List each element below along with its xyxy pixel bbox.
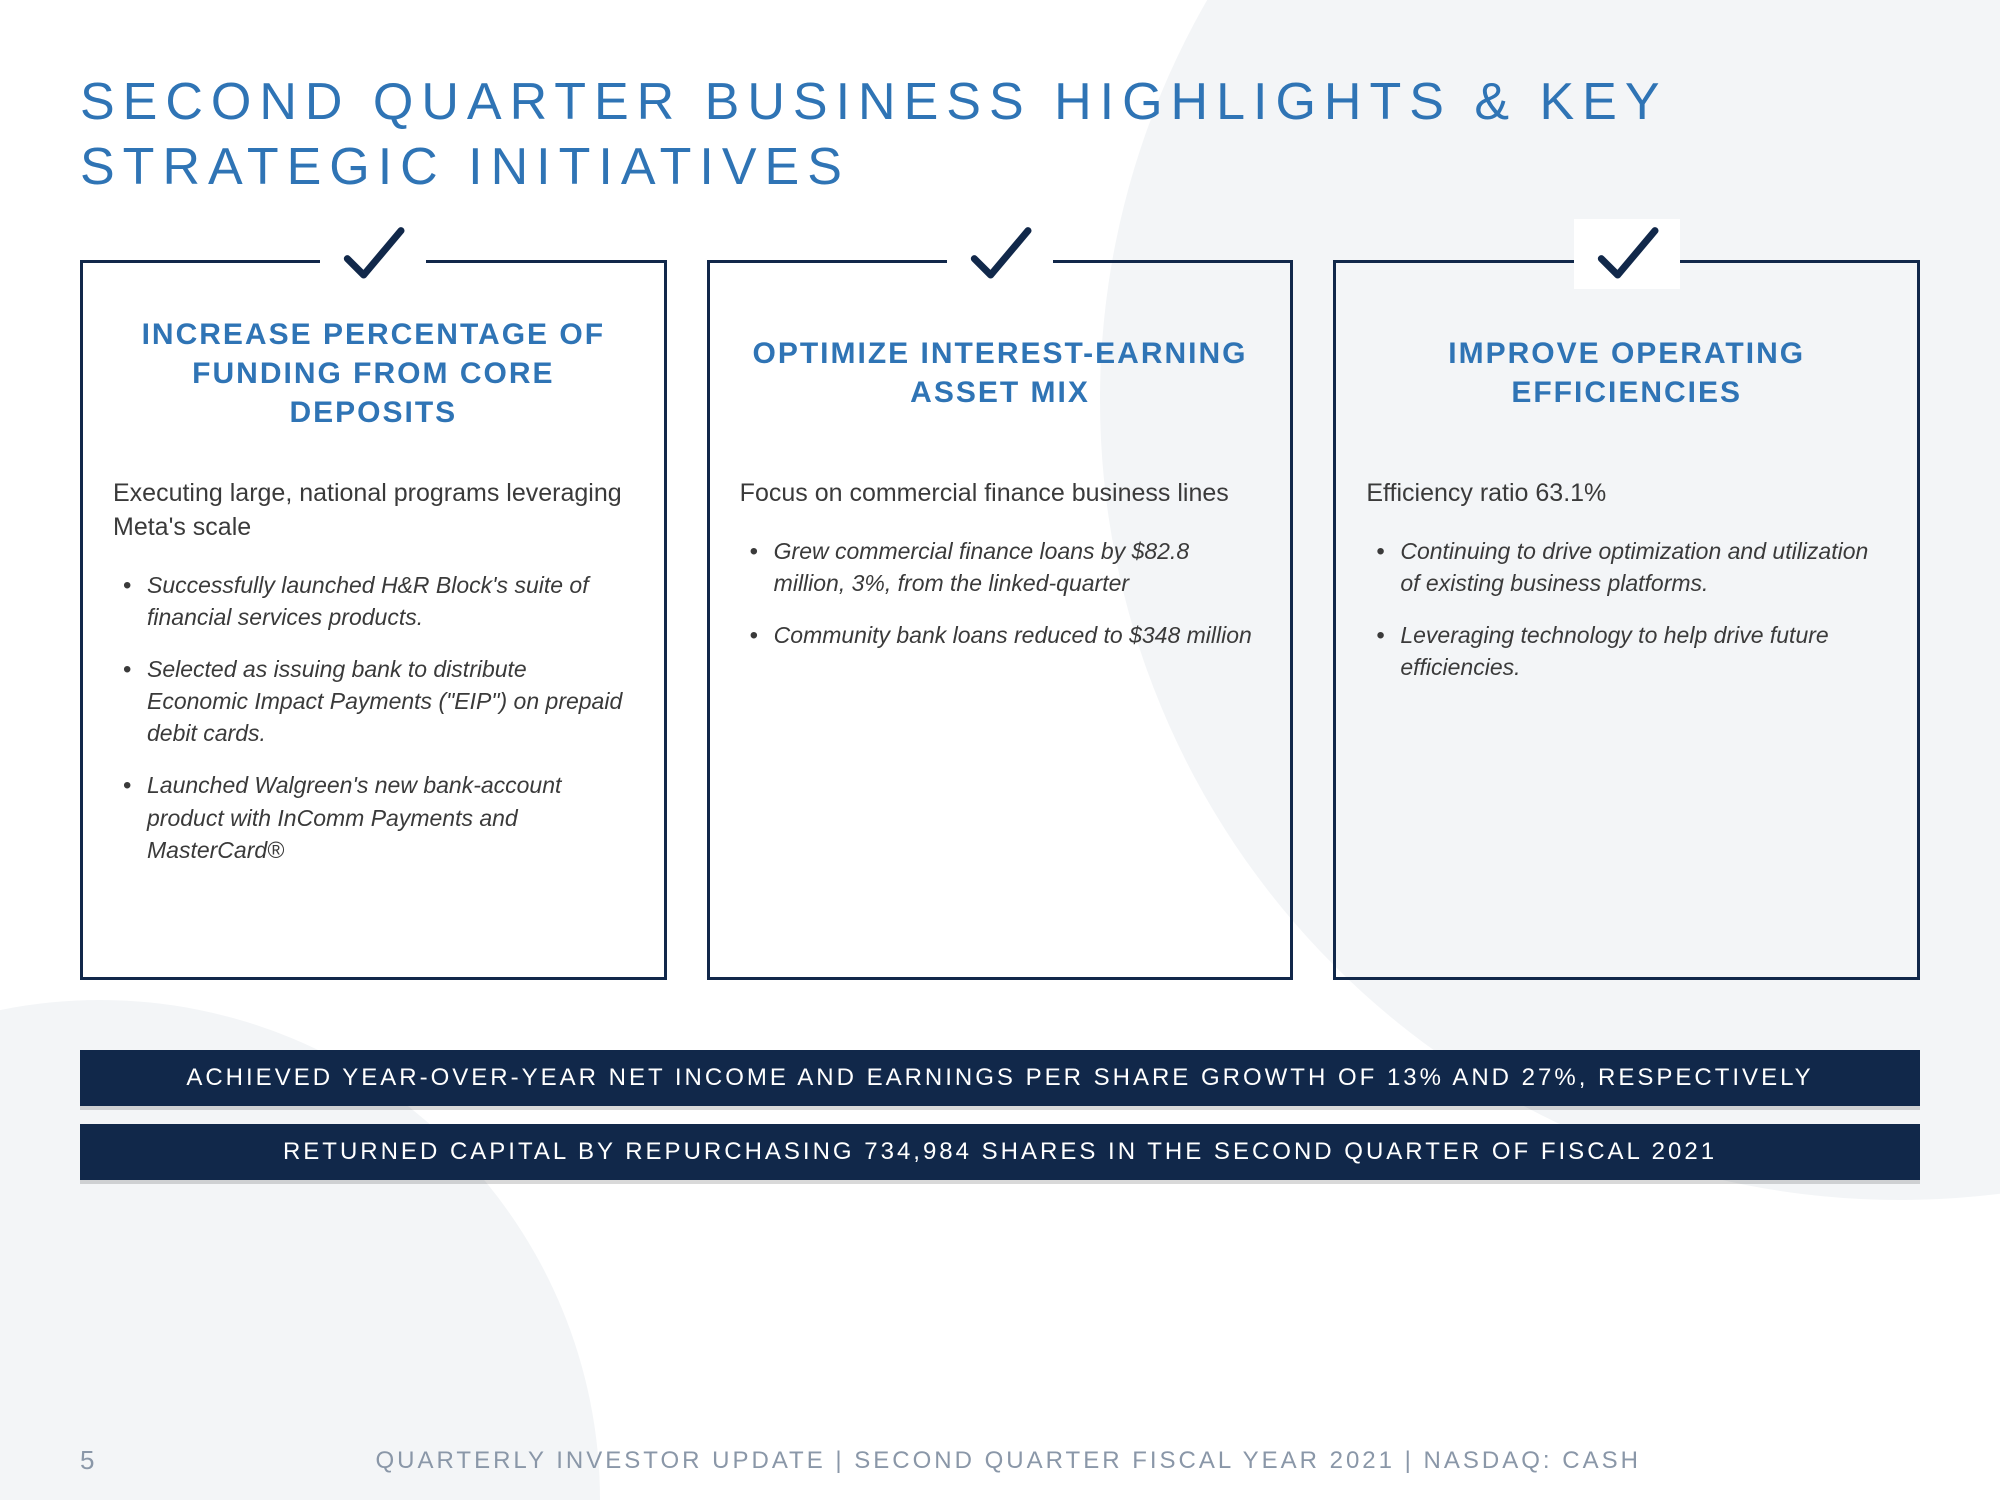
bullet-item: Selected as issuing bank to distribute E… [113, 653, 634, 750]
checkmark-icon [320, 219, 426, 289]
card-bullets: Successfully launched H&R Block's suite … [113, 569, 634, 867]
card-bullets: Continuing to drive optimization and uti… [1366, 535, 1887, 684]
card-asset-mix: OPTIMIZE INTEREST-EARNING ASSET MIX Focu… [707, 260, 1294, 980]
bullet-item: Grew commercial finance loans by $82.8 m… [740, 535, 1261, 599]
page-title: SECOND QUARTER BUSINESS HIGHLIGHTS & KEY… [80, 70, 1920, 200]
checkmark-icon [1574, 219, 1680, 289]
card-row: INCREASE PERCENTAGE OF FUNDING FROM CORE… [80, 260, 1920, 980]
bullet-item: Launched Walgreen's new bank-account pro… [113, 769, 634, 866]
slide: SECOND QUARTER BUSINESS HIGHLIGHTS & KEY… [0, 0, 2000, 1500]
card-heading: INCREASE PERCENTAGE OF FUNDING FROM CORE… [113, 313, 634, 433]
footer: 5 QUARTERLY INVESTOR UPDATE | SECOND QUA… [0, 1445, 2000, 1476]
highlight-bar: ACHIEVED YEAR-OVER-YEAR NET INCOME AND E… [80, 1050, 1920, 1106]
page-number: 5 [80, 1445, 96, 1476]
footer-text: QUARTERLY INVESTOR UPDATE | SECOND QUART… [96, 1447, 1920, 1475]
card-lead: Efficiency ratio 63.1% [1366, 477, 1887, 511]
highlight-bar: RETURNED CAPITAL BY REPURCHASING 734,984… [80, 1124, 1920, 1180]
bullet-item: Successfully launched H&R Block's suite … [113, 569, 634, 633]
bullet-item: Leveraging technology to help drive futu… [1366, 619, 1887, 683]
highlight-bars: ACHIEVED YEAR-OVER-YEAR NET INCOME AND E… [80, 1050, 1920, 1180]
card-bullets: Grew commercial finance loans by $82.8 m… [740, 535, 1261, 652]
card-heading: OPTIMIZE INTEREST-EARNING ASSET MIX [740, 313, 1261, 433]
card-efficiencies: IMPROVE OPERATING EFFICIENCIES Efficienc… [1333, 260, 1920, 980]
checkmark-icon [947, 219, 1053, 289]
card-heading: IMPROVE OPERATING EFFICIENCIES [1366, 313, 1887, 433]
bullet-item: Community bank loans reduced to $348 mil… [740, 619, 1261, 651]
card-lead: Focus on commercial finance business lin… [740, 477, 1261, 511]
bullet-item: Continuing to drive optimization and uti… [1366, 535, 1887, 599]
card-deposits: INCREASE PERCENTAGE OF FUNDING FROM CORE… [80, 260, 667, 980]
card-lead: Executing large, national programs lever… [113, 477, 634, 545]
